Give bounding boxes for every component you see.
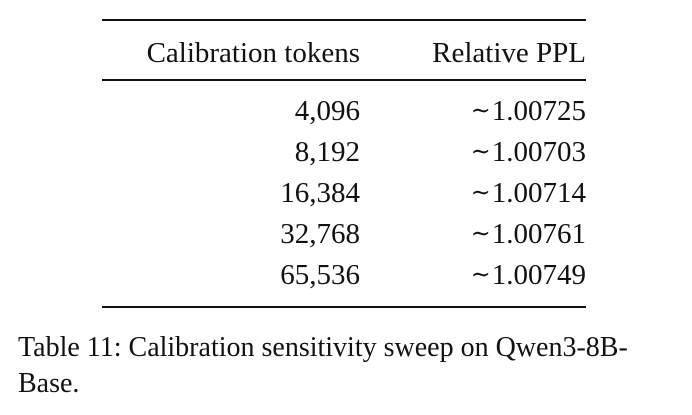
ppl-value: 1.00749: [491, 258, 586, 291]
table-caption: Table 11: Calibration sensitivity sweep …: [18, 330, 678, 402]
table-row: 4,096 ∼1.00725: [102, 91, 586, 132]
caption-line-1: Table 11: Calibration sensitivity sweep …: [18, 332, 628, 363]
bottom-rule: [102, 305, 586, 308]
mid-rule: [102, 79, 586, 81]
ppl-value: 1.00761: [491, 217, 586, 250]
cell-tokens: 8,192: [294, 135, 360, 168]
cell-ppl: ∼1.00725: [360, 91, 586, 132]
cell-tokens: 4,096: [294, 94, 360, 127]
table-header-row: Calibration tokens Relative PPL: [102, 33, 586, 73]
caption-line-2: Base.: [18, 368, 80, 399]
table-row: 32,768 ∼1.00761: [102, 214, 586, 255]
table-row: 8,192 ∼1.00703: [102, 132, 586, 173]
approx-symbol: ∼: [470, 95, 491, 124]
table-body: 4,096 ∼1.00725 8,192 ∼1.00703 16,384 ∼1.…: [102, 81, 586, 306]
ppl-value: 1.00725: [491, 94, 586, 127]
cell-tokens: 65,536: [280, 258, 360, 291]
table-row: 65,536 ∼1.00749: [102, 255, 586, 296]
top-rule: [102, 19, 586, 21]
cell-tokens: 16,384: [280, 176, 360, 209]
cell-ppl: ∼1.00703: [360, 132, 586, 173]
cell-ppl: ∼1.00749: [360, 255, 586, 296]
approx-symbol: ∼: [470, 218, 491, 247]
table-row: 16,384 ∼1.00714: [102, 173, 586, 214]
header-calibration-tokens: Calibration tokens: [146, 37, 360, 69]
ppl-value: 1.00703: [491, 135, 586, 168]
approx-symbol: ∼: [470, 136, 491, 165]
cell-ppl: ∼1.00714: [360, 173, 586, 214]
approx-symbol: ∼: [470, 177, 491, 206]
approx-symbol: ∼: [470, 259, 491, 288]
ppl-value: 1.00714: [491, 176, 586, 209]
header-relative-ppl: Relative PPL: [432, 37, 586, 69]
cell-ppl: ∼1.00761: [360, 214, 586, 255]
results-table: Calibration tokens Relative PPL 4,096 ∼1…: [102, 19, 586, 308]
cell-tokens: 32,768: [280, 217, 360, 250]
